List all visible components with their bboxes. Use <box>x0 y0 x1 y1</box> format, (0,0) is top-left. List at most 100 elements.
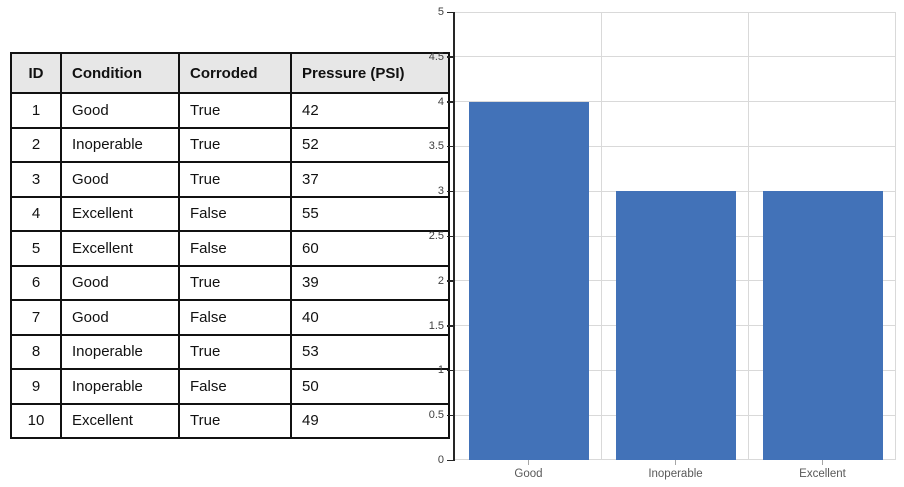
table-cell: 7 <box>10 299 62 336</box>
table-cell: 52 <box>290 126 450 163</box>
table-body: 1 Good True 42 2 Inoperable True 52 3 Good True 37 4… <box>10 92 450 439</box>
table-cell: 39 <box>290 264 450 301</box>
y-tick <box>447 190 453 193</box>
table-cell: Inoperable <box>60 333 180 370</box>
bar-excellent <box>762 191 883 460</box>
column-header-id: ID <box>10 52 62 94</box>
y-tick <box>447 101 453 103</box>
y-tick <box>447 280 453 282</box>
table-cell: 3 <box>10 161 62 198</box>
column-header-condition: Condition <box>60 52 180 94</box>
table-row: 9 Inoperable False 50 <box>10 368 450 405</box>
table-cell: 53 <box>290 333 450 370</box>
table-cell: True <box>178 264 292 301</box>
y-tick-label: 0.5 <box>428 409 444 422</box>
y-tick-label: 2.5 <box>428 230 444 242</box>
y-tick-label: 1 <box>437 364 444 377</box>
y-tick <box>447 414 453 417</box>
column-header-corroded: Corroded <box>178 52 292 94</box>
table-cell: Excellent <box>60 230 180 267</box>
bar-inoperable <box>615 191 736 460</box>
table-row: 7 Good False 40 <box>10 299 450 336</box>
table-cell: 1 <box>10 92 62 129</box>
y-axis-line <box>453 12 455 461</box>
table-cell: Inoperable <box>60 368 180 405</box>
table-cell: 8 <box>10 333 62 370</box>
table-cell: False <box>178 195 292 232</box>
table-cell: 50 <box>290 368 450 405</box>
table-header-row: ID Condition Corroded Pressure (PSI) <box>10 52 450 94</box>
chart-plot-area <box>455 11 896 460</box>
table-cell: Good <box>60 161 180 198</box>
table-cell: 55 <box>290 195 450 232</box>
table-cell: 4 <box>10 195 62 232</box>
x-tick-label: Excellent <box>799 468 846 480</box>
table-cell: 9 <box>10 368 62 405</box>
v-gridline <box>895 12 896 460</box>
table-cell: Inoperable <box>60 126 180 163</box>
table-cell: Excellent <box>60 195 180 232</box>
y-tick <box>447 235 453 237</box>
h-gridline <box>455 101 896 103</box>
table-cell: True <box>178 333 292 370</box>
y-tick <box>447 56 453 58</box>
table-cell: False <box>178 230 292 267</box>
h-gridline <box>455 11 896 13</box>
table-cell: Good <box>60 92 180 129</box>
y-tick-label: 0 <box>437 454 444 466</box>
table-row: 8 Inoperable True 53 <box>10 333 450 370</box>
x-tick <box>528 460 529 465</box>
table-cell: 5 <box>10 230 62 267</box>
table-cell: Good <box>60 264 180 301</box>
table-header: ID Condition Corroded Pressure (PSI) <box>10 52 450 94</box>
x-tick <box>675 460 676 465</box>
v-gridline <box>601 12 602 460</box>
table-cell: Good <box>60 299 180 336</box>
table-row: 3 Good True 37 <box>10 161 450 198</box>
y-tick <box>447 325 453 327</box>
table-cell: 6 <box>10 264 62 301</box>
table-cell: 60 <box>290 230 450 267</box>
table-row: 4 Excellent False 55 <box>10 195 450 232</box>
h-gridline <box>455 145 896 147</box>
table-cell: False <box>178 368 292 405</box>
table-row: 6 Good True 39 <box>10 264 450 301</box>
y-tick <box>447 145 453 148</box>
pipe-condition-table: ID Condition Corroded Pressure (PSI) 1 Good T… <box>10 52 450 439</box>
y-tick-label: 3 <box>437 185 444 198</box>
y-tick-label: 1.5 <box>428 319 444 332</box>
x-tick <box>822 460 823 465</box>
y-tick <box>447 459 453 461</box>
table-row: 10 Excellent True 49 <box>10 402 450 439</box>
y-tick-label: 4.5 <box>428 50 444 63</box>
table-cell: 49 <box>290 402 450 439</box>
table-row: 2 Inoperable True 52 <box>10 126 450 163</box>
table-cell: True <box>178 402 292 439</box>
table-cell: True <box>178 161 292 198</box>
bar-good <box>468 101 589 460</box>
y-tick <box>447 11 453 13</box>
table-cell: False <box>178 299 292 336</box>
table-cell: Excellent <box>60 402 180 439</box>
v-gridline <box>748 12 749 460</box>
y-tick-label: 3.5 <box>428 140 444 153</box>
x-tick-label: Inoperable <box>648 468 703 480</box>
table-row: 1 Good True 42 <box>10 92 450 129</box>
table-cell: True <box>178 126 292 163</box>
y-tick <box>447 369 453 372</box>
table-cell: 10 <box>10 402 62 439</box>
table-cell: 40 <box>290 299 450 336</box>
x-tick-label: Good <box>514 468 543 480</box>
y-tick-label: 5 <box>437 6 444 18</box>
table-cell: 42 <box>290 92 450 129</box>
y-tick-label: 4 <box>437 95 444 108</box>
y-tick-label: 2 <box>437 274 444 287</box>
column-header-pressure-psi-: Pressure (PSI) <box>290 52 450 94</box>
table-cell: 2 <box>10 126 62 163</box>
h-gridline <box>455 56 896 58</box>
table-row: 5 Excellent False 60 <box>10 230 450 267</box>
table-cell: 37 <box>290 161 450 198</box>
table-cell: True <box>178 92 292 129</box>
